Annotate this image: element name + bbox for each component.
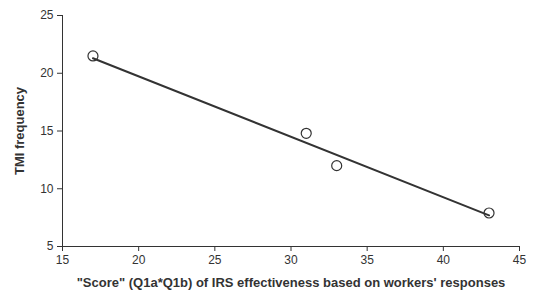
svg-text:10: 10 — [40, 182, 54, 196]
svg-text:TMI frequency: TMI frequency — [12, 86, 27, 175]
svg-text:25: 25 — [208, 253, 222, 267]
svg-text:45: 45 — [513, 253, 527, 267]
svg-text:40: 40 — [437, 253, 451, 267]
svg-text:30: 30 — [284, 253, 298, 267]
svg-text:20: 20 — [40, 66, 54, 80]
svg-text:"Score" (Q1a*Q1b) of IRS effec: "Score" (Q1a*Q1b) of IRS effectiveness b… — [77, 275, 506, 290]
svg-text:20: 20 — [132, 253, 146, 267]
svg-text:25: 25 — [40, 8, 54, 22]
svg-text:5: 5 — [47, 239, 54, 253]
svg-text:15: 15 — [56, 253, 70, 267]
svg-text:35: 35 — [360, 253, 374, 267]
svg-text:15: 15 — [40, 124, 54, 138]
